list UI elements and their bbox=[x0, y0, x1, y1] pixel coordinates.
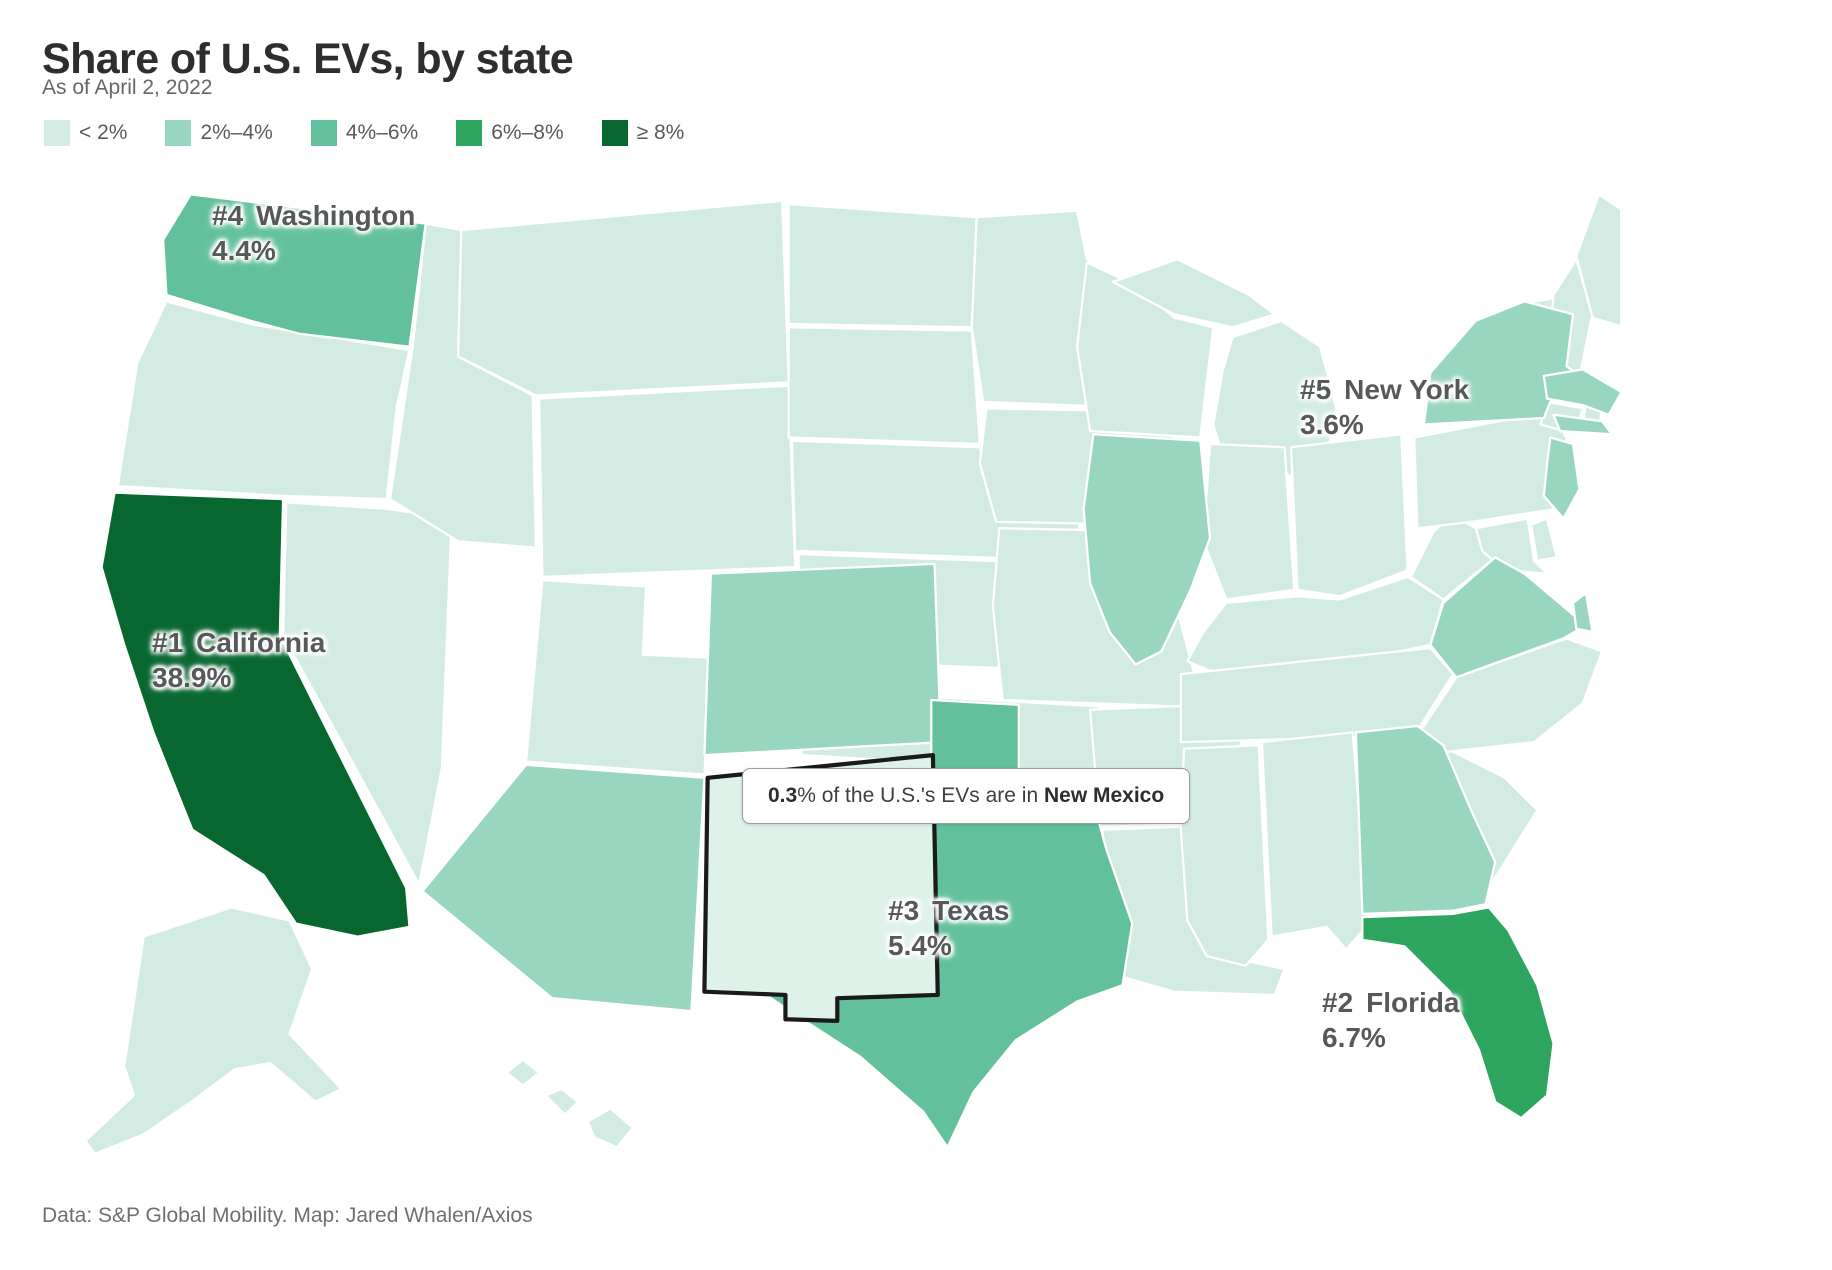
state-massachusetts[interactable] bbox=[1542, 368, 1620, 416]
state-indiana[interactable] bbox=[1202, 442, 1296, 601]
callout-texas-rank: #3 bbox=[888, 895, 920, 926]
callout-florida-rank: #2 bbox=[1322, 987, 1354, 1018]
state-virginia[interactable] bbox=[1429, 556, 1588, 679]
callout-new-york-rank: #5 bbox=[1300, 374, 1332, 405]
footer-credit: Data: S&P Global Mobility. Map: Jared Wh… bbox=[42, 1204, 533, 1227]
legend-item-4-6: 4%–6% bbox=[310, 120, 419, 146]
callout-texas-value: 5.4% bbox=[888, 930, 952, 961]
state-ohio[interactable] bbox=[1289, 433, 1409, 598]
callout-washington-name: Washington bbox=[256, 200, 416, 231]
state-oregon[interactable] bbox=[116, 300, 411, 501]
callout-new-york: #5 New York 3.6% bbox=[1300, 372, 1469, 442]
state-michigan-upper[interactable] bbox=[1111, 258, 1276, 329]
callout-new-york-value: 3.6% bbox=[1300, 409, 1364, 440]
tooltip-text: % of the U.S.'s EVs are in bbox=[797, 784, 1044, 807]
callout-washington-value: 4.4% bbox=[212, 235, 276, 266]
legend-item-gte8: ≥ 8% bbox=[601, 120, 685, 146]
callout-washington-rank: #4 bbox=[212, 200, 244, 231]
legend-swatch-6-8 bbox=[456, 120, 483, 146]
callout-california: #1 California 38.9% bbox=[152, 625, 325, 695]
callout-texas: #3 Texas 5.4% bbox=[888, 893, 1009, 963]
legend-swatch-gte8 bbox=[601, 120, 628, 146]
legend-label-lt2: < 2% bbox=[79, 121, 128, 144]
state-idaho[interactable] bbox=[388, 222, 538, 549]
legend-label-4-6: 4%–6% bbox=[345, 121, 419, 144]
callout-florida-value: 6.7% bbox=[1322, 1022, 1386, 1053]
new-mexico-tooltip: 0.3% of the U.S.'s EVs are in New Mexico bbox=[742, 768, 1191, 824]
legend-label-6-8: 6%–8% bbox=[491, 121, 564, 144]
state-maine[interactable] bbox=[1575, 193, 1620, 330]
state-delaware[interactable] bbox=[1529, 517, 1558, 562]
callout-california-rank: #1 bbox=[152, 627, 184, 658]
legend-label-gte8: ≥ 8% bbox=[636, 121, 685, 144]
state-wyoming[interactable] bbox=[537, 384, 797, 578]
legend-label-2-4: 2%–4% bbox=[200, 121, 273, 144]
legend-swatch-4-6 bbox=[310, 120, 337, 146]
state-florida[interactable] bbox=[1361, 906, 1555, 1120]
state-south-dakota[interactable] bbox=[787, 326, 982, 446]
legend-item-6-8: 6%–8% bbox=[456, 120, 564, 146]
state-alabama[interactable] bbox=[1260, 731, 1370, 951]
callout-california-name: California bbox=[196, 627, 326, 658]
legend-swatch-lt2 bbox=[44, 120, 70, 146]
callout-california-value: 38.9% bbox=[152, 662, 232, 693]
state-new-jersey[interactable] bbox=[1542, 436, 1581, 520]
tooltip-value: 0.3 bbox=[768, 784, 798, 807]
legend-item-lt2: < 2% bbox=[44, 120, 127, 146]
state-tennessee[interactable] bbox=[1179, 647, 1455, 744]
state-utah[interactable] bbox=[525, 578, 713, 776]
callout-new-york-name: New York bbox=[1344, 374, 1470, 405]
state-colorado[interactable] bbox=[703, 562, 943, 757]
state-illinois[interactable] bbox=[1082, 433, 1212, 666]
tooltip-state: New Mexico bbox=[1043, 784, 1165, 807]
callout-texas-name: Texas bbox=[932, 895, 1010, 926]
state-arizona[interactable] bbox=[421, 763, 706, 1013]
state-california[interactable] bbox=[100, 491, 411, 938]
legend-swatch-2-4 bbox=[165, 120, 192, 146]
legend-item-2-4: 2%–4% bbox=[165, 120, 273, 146]
subtitle-date: As of April 2, 2022 bbox=[42, 76, 213, 99]
page-title: Share of U.S. EVs, by state bbox=[42, 34, 574, 83]
state-nevada[interactable] bbox=[281, 501, 453, 886]
callout-florida: #2 Florida 6.7% bbox=[1322, 985, 1460, 1055]
state-hawaii[interactable] bbox=[505, 1058, 635, 1149]
callout-florida-name: Florida bbox=[1366, 987, 1460, 1018]
state-virginia-eastern-shore[interactable] bbox=[1571, 591, 1594, 634]
state-mississippi[interactable] bbox=[1179, 744, 1270, 967]
legend: < 2% 2%–4% 4%–6% 6%–8% ≥ 8% bbox=[44, 120, 684, 146]
state-north-dakota[interactable] bbox=[787, 203, 978, 329]
state-washington[interactable] bbox=[162, 193, 427, 348]
state-alaska[interactable] bbox=[84, 906, 343, 1154]
callout-washington: #4 Washington 4.4% bbox=[212, 198, 415, 268]
state-new-york-long-island[interactable] bbox=[1552, 413, 1614, 436]
state-montana[interactable] bbox=[456, 199, 790, 397]
state-georgia[interactable] bbox=[1354, 724, 1497, 916]
